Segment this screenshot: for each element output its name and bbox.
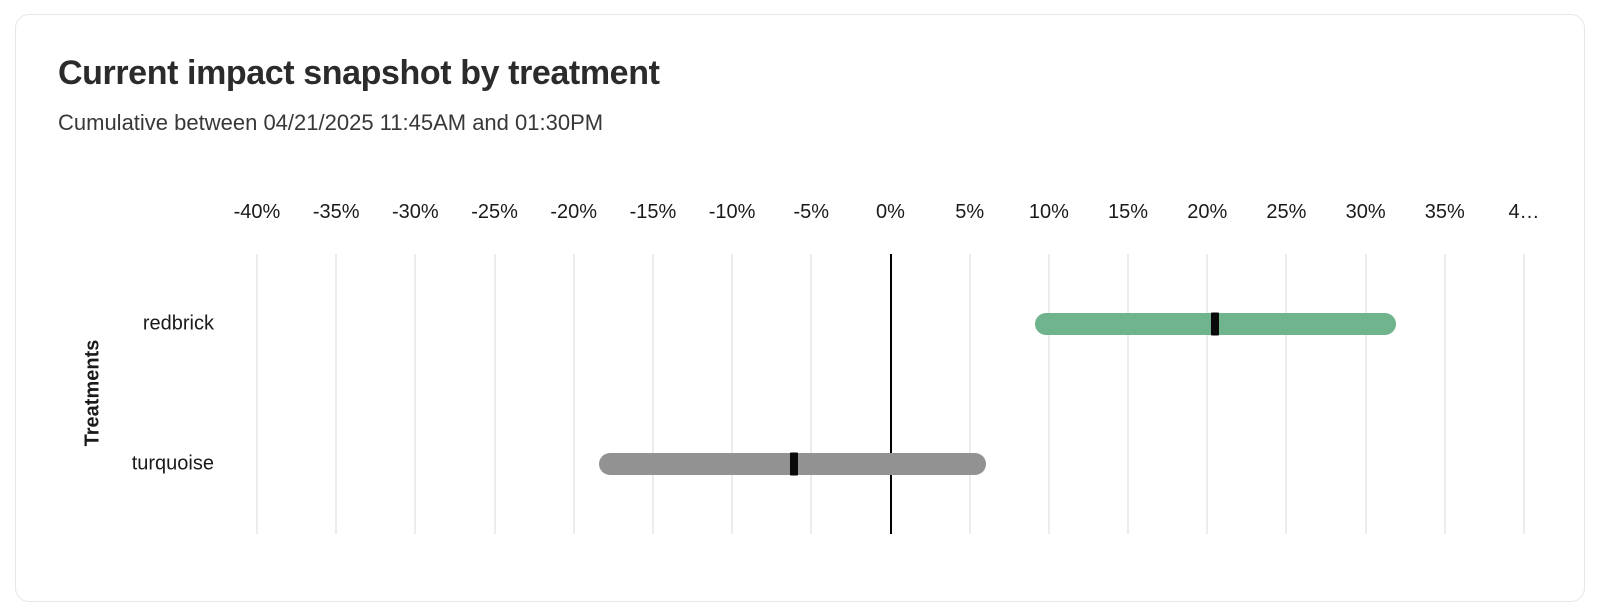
gridline (731, 254, 734, 534)
gridline (651, 254, 654, 534)
gridline (1285, 254, 1288, 534)
gridline (1364, 254, 1367, 534)
chart-title: Current impact snapshot by treatment (58, 54, 660, 92)
x-tick-label: 30% (1345, 201, 1386, 223)
gridline (1523, 254, 1525, 534)
gridline (335, 254, 338, 534)
gridline (810, 254, 813, 534)
x-tick-label: -30% (392, 201, 439, 223)
x-tick-label: 20% (1187, 201, 1228, 223)
gridline (1127, 254, 1130, 534)
gridline (1047, 254, 1050, 534)
x-tick-label: 5% (955, 201, 985, 223)
point-estimate-marker-turquoise (789, 452, 798, 476)
x-tick-label: -25% (471, 201, 518, 223)
gridline (493, 254, 496, 534)
x-tick-label: -5% (793, 201, 830, 223)
impact-snapshot-card: Current impact snapshot by treatment Cum… (15, 14, 1585, 602)
gridline (414, 254, 417, 534)
plot-area (256, 254, 1525, 534)
y-axis-title: Treatments (81, 339, 104, 447)
chart-subtitle: Cumulative between 04/21/2025 11:45AM an… (58, 110, 604, 135)
x-tick-label: 35% (1424, 201, 1465, 223)
gridline (968, 254, 971, 534)
category-label-turquoise: turquoise (131, 452, 214, 475)
gridline (572, 254, 575, 534)
x-axis-tick-labels: -40% -35% -30% -25% -20% -15% -10% -5% 0% 5% 10% 15… (16, 201, 1584, 227)
x-tick-label: 4… (1508, 201, 1540, 223)
x-tick-label: 25% (1266, 201, 1307, 223)
x-tick-label: -10% (708, 201, 756, 223)
point-estimate-marker-redbrick (1211, 312, 1220, 336)
x-tick-label: 10% (1028, 201, 1069, 223)
gridline (1206, 254, 1209, 534)
x-tick-label: 15% (1108, 201, 1149, 223)
x-tick-label: -15% (629, 201, 677, 223)
x-tick-label: -35% (312, 201, 360, 223)
zero-axis-line (889, 254, 892, 534)
gridline (1443, 254, 1446, 534)
x-tick-label: -20% (550, 201, 598, 223)
category-label-redbrick: redbrick (142, 312, 214, 335)
x-tick-label: -40% (233, 201, 281, 223)
gridline (256, 254, 258, 534)
x-tick-label: 0% (876, 201, 905, 223)
